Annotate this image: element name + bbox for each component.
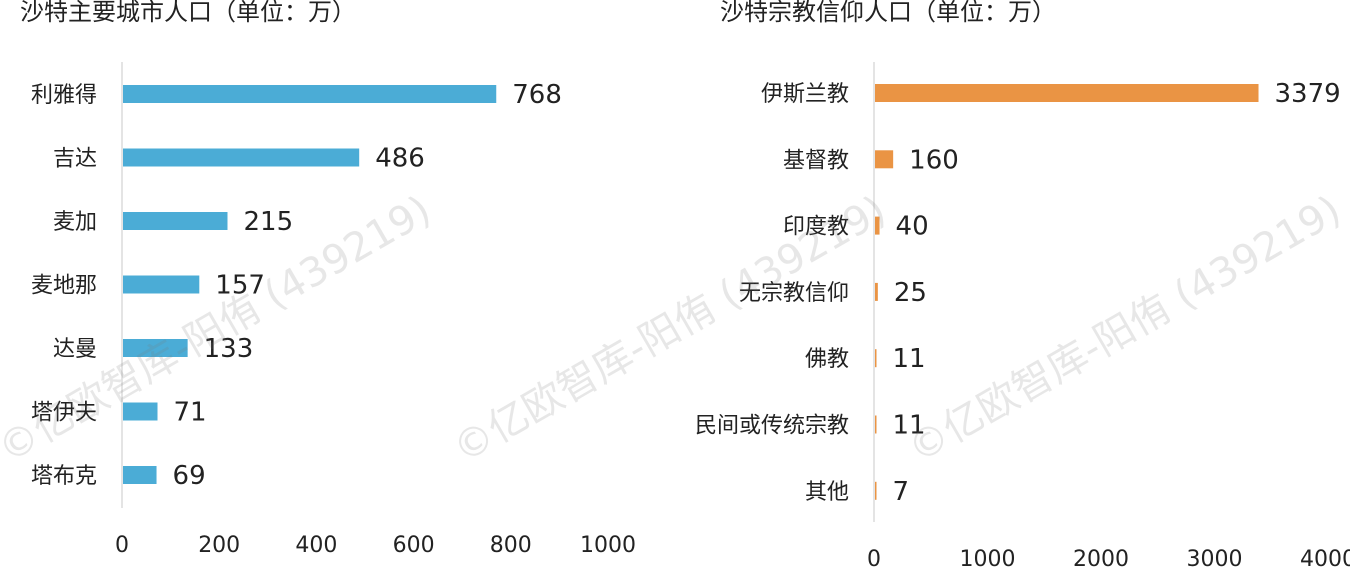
city-tick-label: 800 xyxy=(490,533,532,558)
religion-tick-label: 1000 xyxy=(960,547,1016,572)
religion-data-label: 40 xyxy=(896,212,929,242)
city-data-label: 486 xyxy=(375,144,425,174)
religion-category-label: 佛教 xyxy=(805,347,849,372)
religion-bar xyxy=(875,84,1259,102)
city-category-label: 塔布克 xyxy=(31,464,97,489)
city-category-label: 利雅得 xyxy=(31,83,97,108)
city-data-label: 157 xyxy=(215,271,265,301)
city-bar xyxy=(123,339,188,357)
religion-bar xyxy=(875,349,877,368)
religion-data-label: 3379 xyxy=(1275,79,1341,109)
religion-bar xyxy=(875,216,880,235)
city-bar xyxy=(123,275,200,294)
city-chart-title: 沙特主要城市人口（单位：万） xyxy=(20,0,356,26)
religion-tick-label: 3000 xyxy=(1187,547,1243,572)
city-tick-label: 400 xyxy=(295,533,337,558)
city-tick-label: 600 xyxy=(393,533,435,558)
city-data-label: 215 xyxy=(243,207,293,237)
religion-bar xyxy=(875,415,877,434)
religion-category-label: 无宗教信仰 xyxy=(739,281,849,306)
religion-category-label: 民间或传统宗教 xyxy=(695,414,849,439)
city-bar xyxy=(123,466,157,484)
religion-data-label: 25 xyxy=(894,278,927,308)
religion-category-label: 其他 xyxy=(805,480,849,505)
city-bar xyxy=(123,148,360,167)
religion-tick-label: 4000 xyxy=(1300,547,1350,572)
religion-tick-label: 0 xyxy=(867,547,881,572)
religion-data-label: 11 xyxy=(893,411,926,441)
city-tick-label: 200 xyxy=(198,533,240,558)
city-category-label: 塔伊夫 xyxy=(31,401,97,426)
religion-tick-label: 2000 xyxy=(1073,547,1129,572)
religion-category-label: 印度教 xyxy=(783,215,849,240)
religion-bar xyxy=(875,282,878,301)
city-category-label: 吉达 xyxy=(53,147,97,172)
religion-category-label: 基督教 xyxy=(783,148,849,173)
city-bar xyxy=(123,85,497,103)
city-tick-label: 1000 xyxy=(580,533,636,558)
religion-bar xyxy=(875,481,877,500)
city-tick-label: 0 xyxy=(115,533,129,558)
city-bar xyxy=(123,212,228,230)
city-data-label: 69 xyxy=(173,461,206,491)
religion-data-label: 11 xyxy=(893,344,926,374)
city-bar xyxy=(123,402,158,421)
religion-data-label: 160 xyxy=(909,145,959,175)
city-category-label: 麦地那 xyxy=(31,274,97,299)
city-data-label: 71 xyxy=(174,398,207,428)
city-category-label: 麦加 xyxy=(53,210,97,235)
city-population-chart: 利雅得 768 吉达 486 麦加 215 麦地那 157 达曼 133 塔伊夫 71 塔布克 69 0 20… xyxy=(31,62,636,558)
city-data-label: 133 xyxy=(204,334,254,364)
religion-data-label: 7 xyxy=(893,477,910,507)
religion-population-chart: 伊斯兰教 3379 基督教 160 印度教 40 无宗教信仰 25 佛教 11 民间或传统宗教 11 其… xyxy=(695,62,1350,572)
religion-bar xyxy=(875,150,894,169)
city-data-label: 768 xyxy=(512,80,562,110)
religion-chart-title: 沙特宗教信仰人口（单位：万） xyxy=(720,0,1056,26)
city-category-label: 达曼 xyxy=(53,337,97,362)
religion-category-label: 伊斯兰教 xyxy=(761,82,849,107)
